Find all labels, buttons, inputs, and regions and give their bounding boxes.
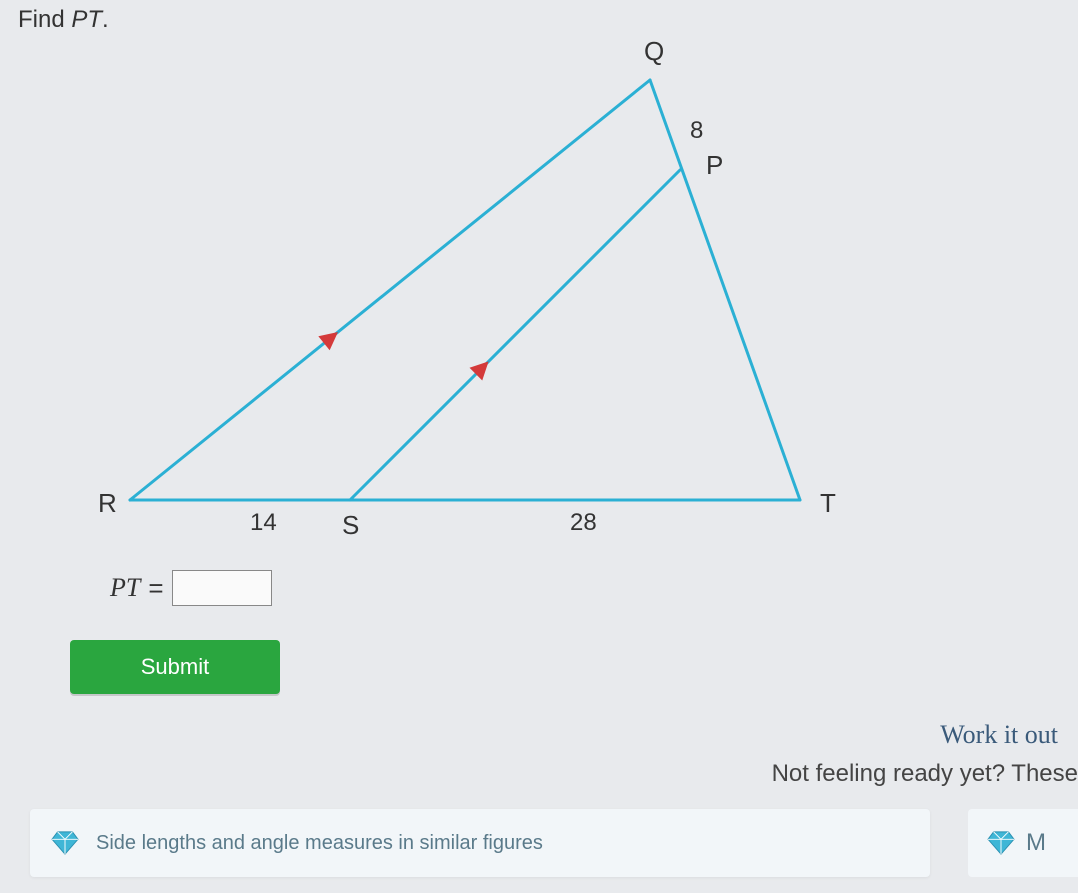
triangle-svg: R S T Q P 14 28 8 [70,30,890,560]
equals-sign: = [148,573,163,604]
side-label: 14 [250,509,277,536]
secondary-skill-card[interactable]: M [968,809,1078,877]
related-skill-card[interactable]: Side lengths and angle measures in simil… [30,809,930,877]
submit-button[interactable]: Submit [70,640,280,694]
answer-variable: PT [110,573,140,603]
vertex-label-Q: Q [644,36,664,66]
not-ready-text: Not feeling ready yet? These [772,760,1078,788]
prompt-prefix: Find [18,6,71,33]
triangle-figure: R S T Q P 14 28 8 [70,30,890,565]
gem-icon [986,830,1016,856]
vertex-label-T: T [820,488,836,518]
gem-icon [50,830,80,856]
prompt-suffix: . [102,6,109,33]
side-label: 8 [690,117,703,144]
vertex-label-R: R [98,488,117,518]
answer-row: PT = [110,570,272,606]
secondary-skill-letter: M [1026,829,1046,857]
vertex-label-S: S [342,510,359,540]
related-skill-link[interactable]: Side lengths and angle measures in simil… [96,832,543,855]
side-label: 28 [570,509,597,536]
prompt-variable: PT [71,6,102,33]
work-it-out-heading: Work it out [940,720,1058,750]
answer-input[interactable] [172,570,272,606]
vertex-label-P: P [706,150,723,180]
